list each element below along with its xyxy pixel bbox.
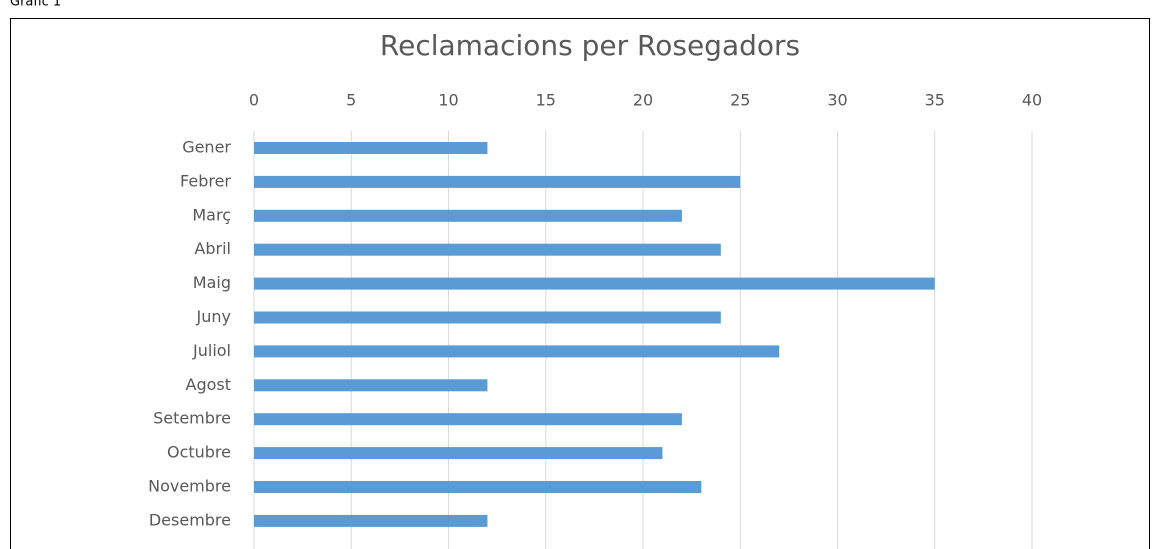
bar	[254, 142, 488, 154]
chart-frame	[10, 18, 1150, 549]
y-tick-label: Maig	[193, 273, 231, 292]
y-tick-label: Octubre	[167, 443, 231, 462]
x-tick-label: 10	[438, 91, 458, 110]
bar	[254, 277, 935, 290]
bar	[254, 514, 488, 527]
bar	[254, 447, 663, 460]
bar	[254, 175, 741, 188]
y-tick-label: Febrer	[180, 171, 231, 190]
x-tick-label: 35	[925, 91, 945, 110]
y-tick-label: Juny	[196, 307, 231, 326]
y-tick-label: Setembre	[153, 409, 231, 428]
y-tick-label: Juliol	[192, 341, 231, 360]
bar	[254, 209, 682, 222]
bar	[254, 413, 682, 426]
bar	[254, 311, 721, 324]
y-tick-label: Abril	[194, 239, 231, 258]
bar	[254, 345, 780, 358]
x-tick-label: 40	[1022, 91, 1042, 110]
caption: Gràfic 1	[10, 0, 61, 10]
x-tick-label: 5	[346, 91, 356, 110]
x-tick-label: 30	[827, 91, 847, 110]
x-tick-label: 15	[536, 91, 556, 110]
y-tick-label: Desembre	[149, 510, 231, 529]
y-tick-label: Gener	[182, 138, 231, 157]
x-tick-label: 25	[730, 91, 750, 110]
chart-title: Reclamacions per Rosegadors	[380, 29, 800, 62]
x-tick-label: 0	[249, 91, 259, 110]
y-tick-label: Novembre	[148, 477, 231, 496]
bar	[254, 481, 702, 493]
x-tick-label: 20	[633, 91, 653, 110]
y-tick-label: Març	[192, 205, 231, 224]
y-tick-label: Agost	[186, 375, 232, 394]
bar	[254, 379, 488, 392]
bar	[254, 243, 721, 256]
